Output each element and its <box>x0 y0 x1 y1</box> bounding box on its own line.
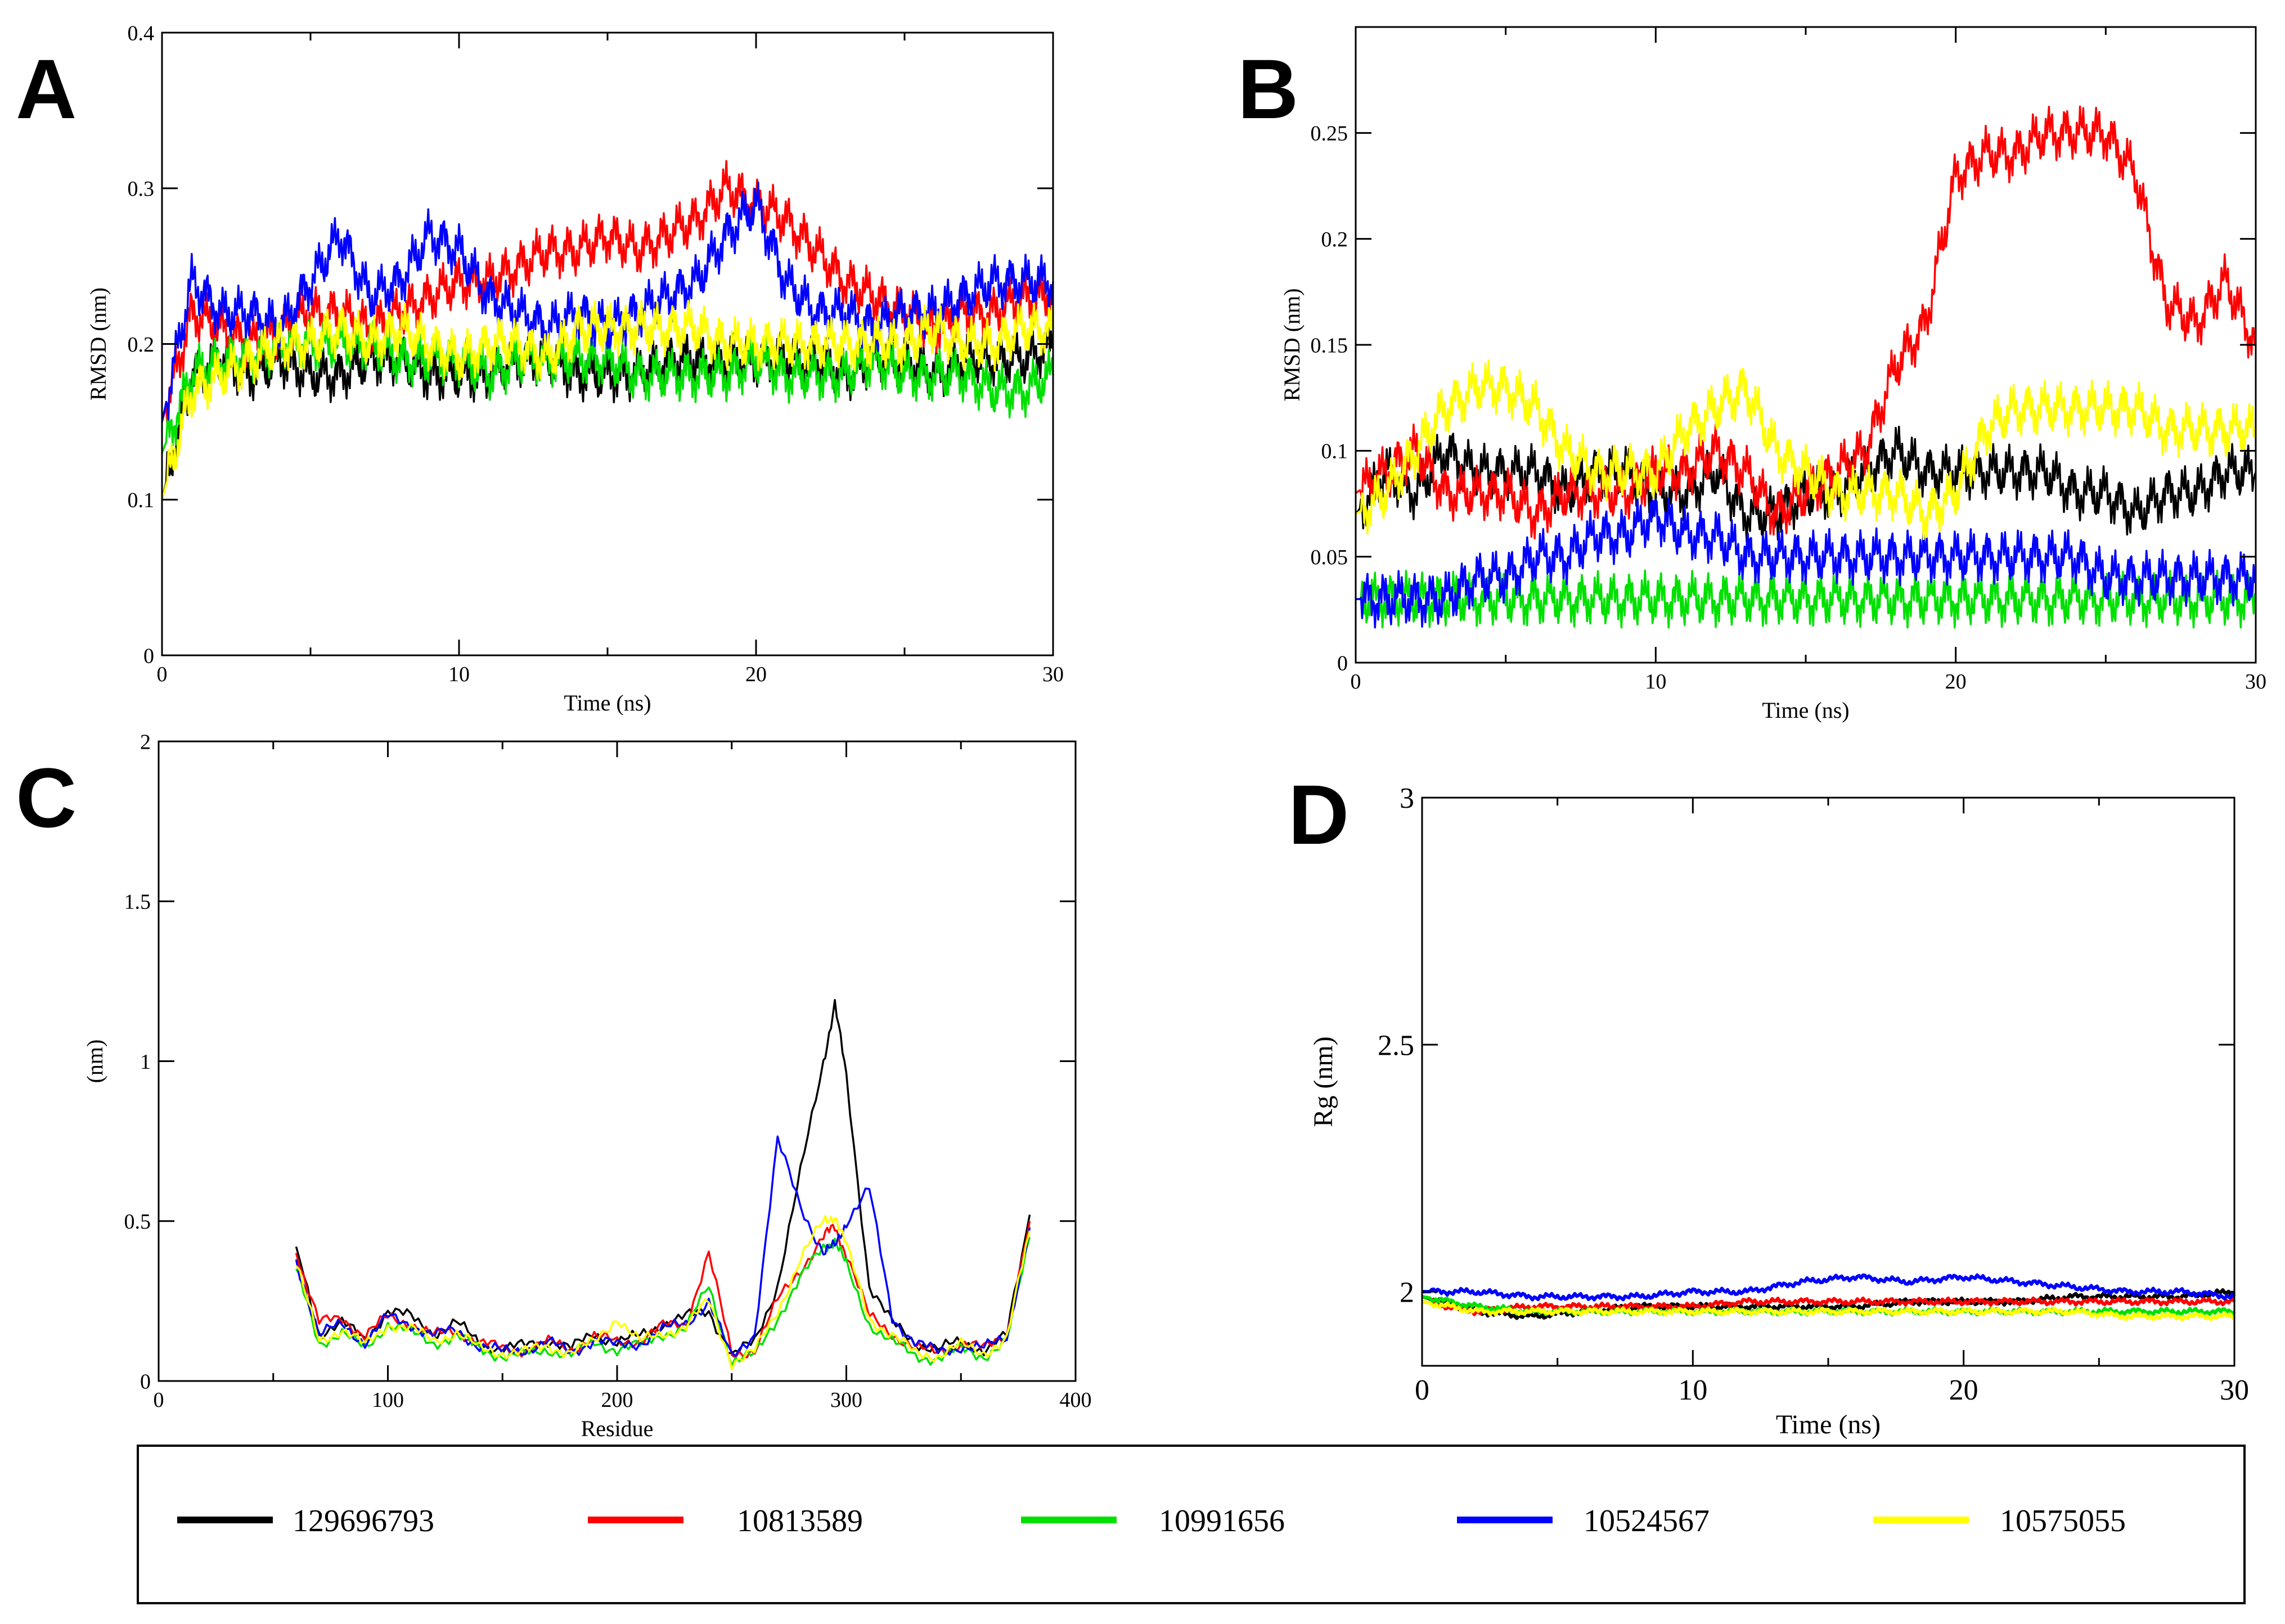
panel-d-x-tick-label: 30 <box>2220 1374 2249 1406</box>
panel-d-y-axis-label: Rg (nm) <box>1308 1036 1338 1127</box>
panel-c-x-tick-label: 200 <box>601 1388 633 1412</box>
panel-b-x-tick-label: 10 <box>1645 670 1666 694</box>
panel-a-y-tick-label: 0.1 <box>128 489 155 512</box>
panel-b-series-line-10524567 <box>1356 490 2257 629</box>
panel-a-y-tick-label: 0 <box>143 644 154 668</box>
panel-letter-c: C <box>16 750 77 845</box>
panel-a-x-tick-label: 10 <box>448 663 470 686</box>
panel-a-x-tick-label: 0 <box>157 663 168 686</box>
legend-label-10524567: 10524567 <box>1584 1504 1710 1538</box>
panel-letter-a: A <box>16 42 77 136</box>
panel-c-y-tick-label: 1.5 <box>124 890 151 914</box>
panel-d-chart: 0 10 20 30 2 2.5 3 Time (ns) Rg (nm) <box>1308 782 2249 1439</box>
panel-c-y-tick-label: 0 <box>140 1370 151 1393</box>
panel-a-chart: 0 10 20 30 0 0.1 0.2 0.3 0.4 Time (ns) RMSD (nm) <box>86 21 1064 716</box>
legend-label-10813589: 10813589 <box>737 1504 863 1538</box>
panel-b-series-line-10813589 <box>1355 105 2256 539</box>
panel-a-y-tick-label: 0.3 <box>128 177 155 201</box>
panel-b-x-tick-label: 30 <box>2245 670 2266 694</box>
panel-d-y-tick-label: 2.5 <box>1378 1029 1414 1061</box>
panel-letter-b: B <box>1238 42 1298 136</box>
legend-label-129696793: 129696793 <box>293 1504 434 1538</box>
panel-c-y-tick-label: 2 <box>140 730 151 754</box>
legend-label-10575055: 10575055 <box>2000 1504 2126 1538</box>
panel-c-series-line-10575055 <box>295 1214 1031 1370</box>
panel-letter-d: D <box>1288 767 1349 862</box>
panel-b-y-tick-label: 0.15 <box>1311 334 1348 357</box>
panel-b-y-tick-label: 0.1 <box>1321 440 1348 464</box>
panel-c-y-axis-label: (nm) <box>82 1040 107 1083</box>
panel-c-series-line-10813589 <box>295 1221 1031 1359</box>
panel-a-x-tick-label: 30 <box>1042 663 1064 686</box>
panel-a-y-axis-label: RMSD (nm) <box>86 287 111 401</box>
panel-b-y-axis-label: RMSD (nm) <box>1279 288 1305 401</box>
panel-c-chart: 0 100 200 300 400 0 0.5 1 1.5 2 Residue (nm) <box>82 730 1092 1441</box>
panel-c-x-axis-label: Residue <box>581 1416 654 1441</box>
panel-c-y-tick-label: 1 <box>140 1050 151 1074</box>
panel-a-series-line-10575055 <box>161 299 1054 500</box>
panel-b-y-tick-label: 0.05 <box>1311 546 1348 569</box>
panel-c-x-tick-label: 400 <box>1060 1388 1092 1412</box>
panel-d-x-axis-label: Time (ns) <box>1776 1410 1881 1439</box>
panel-a-x-axis-label: Time (ns) <box>564 690 651 716</box>
panel-d-x-tick-label: 10 <box>1678 1374 1707 1406</box>
panel-b-y-tick-label: 0 <box>1337 651 1348 675</box>
panel-d-series-line-10575055 <box>1422 1299 2235 1322</box>
panel-a-y-tick-label: 0.4 <box>128 21 155 45</box>
legend: 129696793 10813589 10991656 10524567 1057505… <box>137 1445 2246 1604</box>
panel-a-x-tick-label: 20 <box>745 663 767 686</box>
panel-b-x-tick-label: 0 <box>1351 670 1361 694</box>
panel-d-y-tick-label: 2 <box>1400 1276 1414 1308</box>
panel-c-x-tick-label: 100 <box>372 1388 404 1412</box>
panel-b-x-tick-label: 20 <box>1945 670 1967 694</box>
panel-c-y-tick-label: 0.5 <box>124 1210 151 1234</box>
panel-b-x-axis-label: Time (ns) <box>1762 698 1849 723</box>
panel-d-x-tick-label: 0 <box>1415 1374 1429 1406</box>
panel-d-series-line-10524567 <box>1422 1273 2236 1302</box>
panel-d-y-tick-label: 3 <box>1400 782 1414 815</box>
panel-c-x-tick-label: 300 <box>830 1388 862 1412</box>
panel-a-y-tick-label: 0.2 <box>128 333 155 357</box>
panel-a-series-line-10524567 <box>161 181 1054 422</box>
panel-d-series-line-10813589 <box>1422 1296 2236 1316</box>
panel-b-y-tick-label: 0.25 <box>1311 122 1348 146</box>
panel-b-chart: 0 10 20 30 0 0.05 0.1 0.15 0.2 0.25 Time (ns) RMSD … <box>1279 26 2266 723</box>
legend-box <box>137 1445 2246 1604</box>
panel-c-x-tick-label: 0 <box>154 1388 164 1412</box>
panel-d-x-tick-label: 20 <box>1949 1374 1978 1406</box>
legend-label-10991656: 10991656 <box>1159 1504 1285 1538</box>
panel-b-y-tick-label: 0.2 <box>1321 228 1348 251</box>
panel-b-series-line-10575055 <box>1355 359 2257 540</box>
